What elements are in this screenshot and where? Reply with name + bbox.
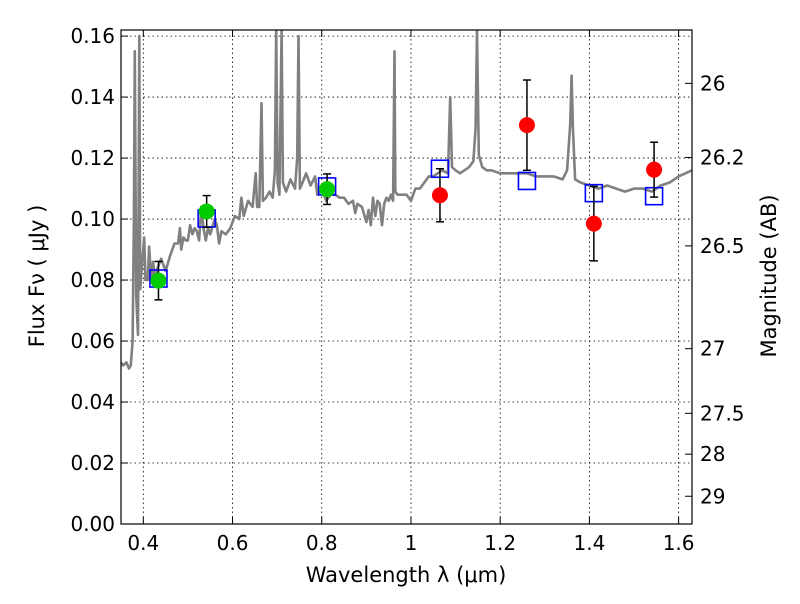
y-tick-label: 0.00 — [70, 512, 115, 536]
model-square-marker — [517, 171, 537, 191]
y-tick-label: 0.14 — [70, 85, 115, 109]
y-tick-label: 0.08 — [70, 268, 115, 292]
x-tick-label: 1 — [405, 531, 418, 555]
axis-layer: 0.4 0.6 0.8 1 1.2 1.4 1.6 0.00 0.02 0.04 0.06 0.08 0… — [70, 24, 744, 555]
spectrum-line — [121, 30, 692, 370]
plot-frame — [120, 29, 693, 525]
plot-data-layer — [121, 30, 692, 370]
y-tick-label: 0.02 — [70, 451, 115, 475]
y2-axis-title: Magnitude (AB) — [757, 194, 781, 357]
x-tick-label: 1.4 — [573, 531, 605, 555]
red-data-point — [431, 187, 448, 204]
y2-tick-label: 26 — [700, 71, 725, 95]
red-data-point — [646, 161, 663, 178]
y-tick-label: 0.12 — [70, 146, 115, 170]
y2-tick-label: 26.2 — [700, 145, 745, 169]
y2-tick-label: 27.5 — [700, 401, 745, 425]
y-tick-label: 0.16 — [70, 24, 115, 48]
x-tick-label: 0.4 — [127, 531, 159, 555]
y2-tick-label: 27 — [700, 337, 725, 361]
y-tick-label: 0.06 — [70, 329, 115, 353]
grid-layer — [121, 30, 692, 525]
y2-tick-label: 29 — [700, 484, 725, 508]
green-data-point — [319, 181, 336, 198]
red-data-point — [585, 215, 602, 232]
x-tick-label: 1.2 — [484, 531, 516, 555]
y-tick-label: 0.10 — [70, 207, 115, 231]
y-tick-label: 0.04 — [70, 390, 115, 414]
green-data-point — [150, 272, 167, 289]
green-data-point — [198, 203, 215, 220]
x-tick-label: 0.8 — [306, 531, 338, 555]
x-axis-title: Wavelength λ (μm) — [306, 563, 507, 587]
y2-tick-label: 26.5 — [700, 234, 745, 258]
x-tick-label: 0.6 — [217, 531, 249, 555]
x-tick-label: 1.6 — [663, 531, 695, 555]
y2-tick-label: 28 — [700, 442, 725, 466]
y-axis-title: Flux Fν ( μJy ) — [25, 205, 49, 348]
red-data-point — [518, 117, 535, 134]
